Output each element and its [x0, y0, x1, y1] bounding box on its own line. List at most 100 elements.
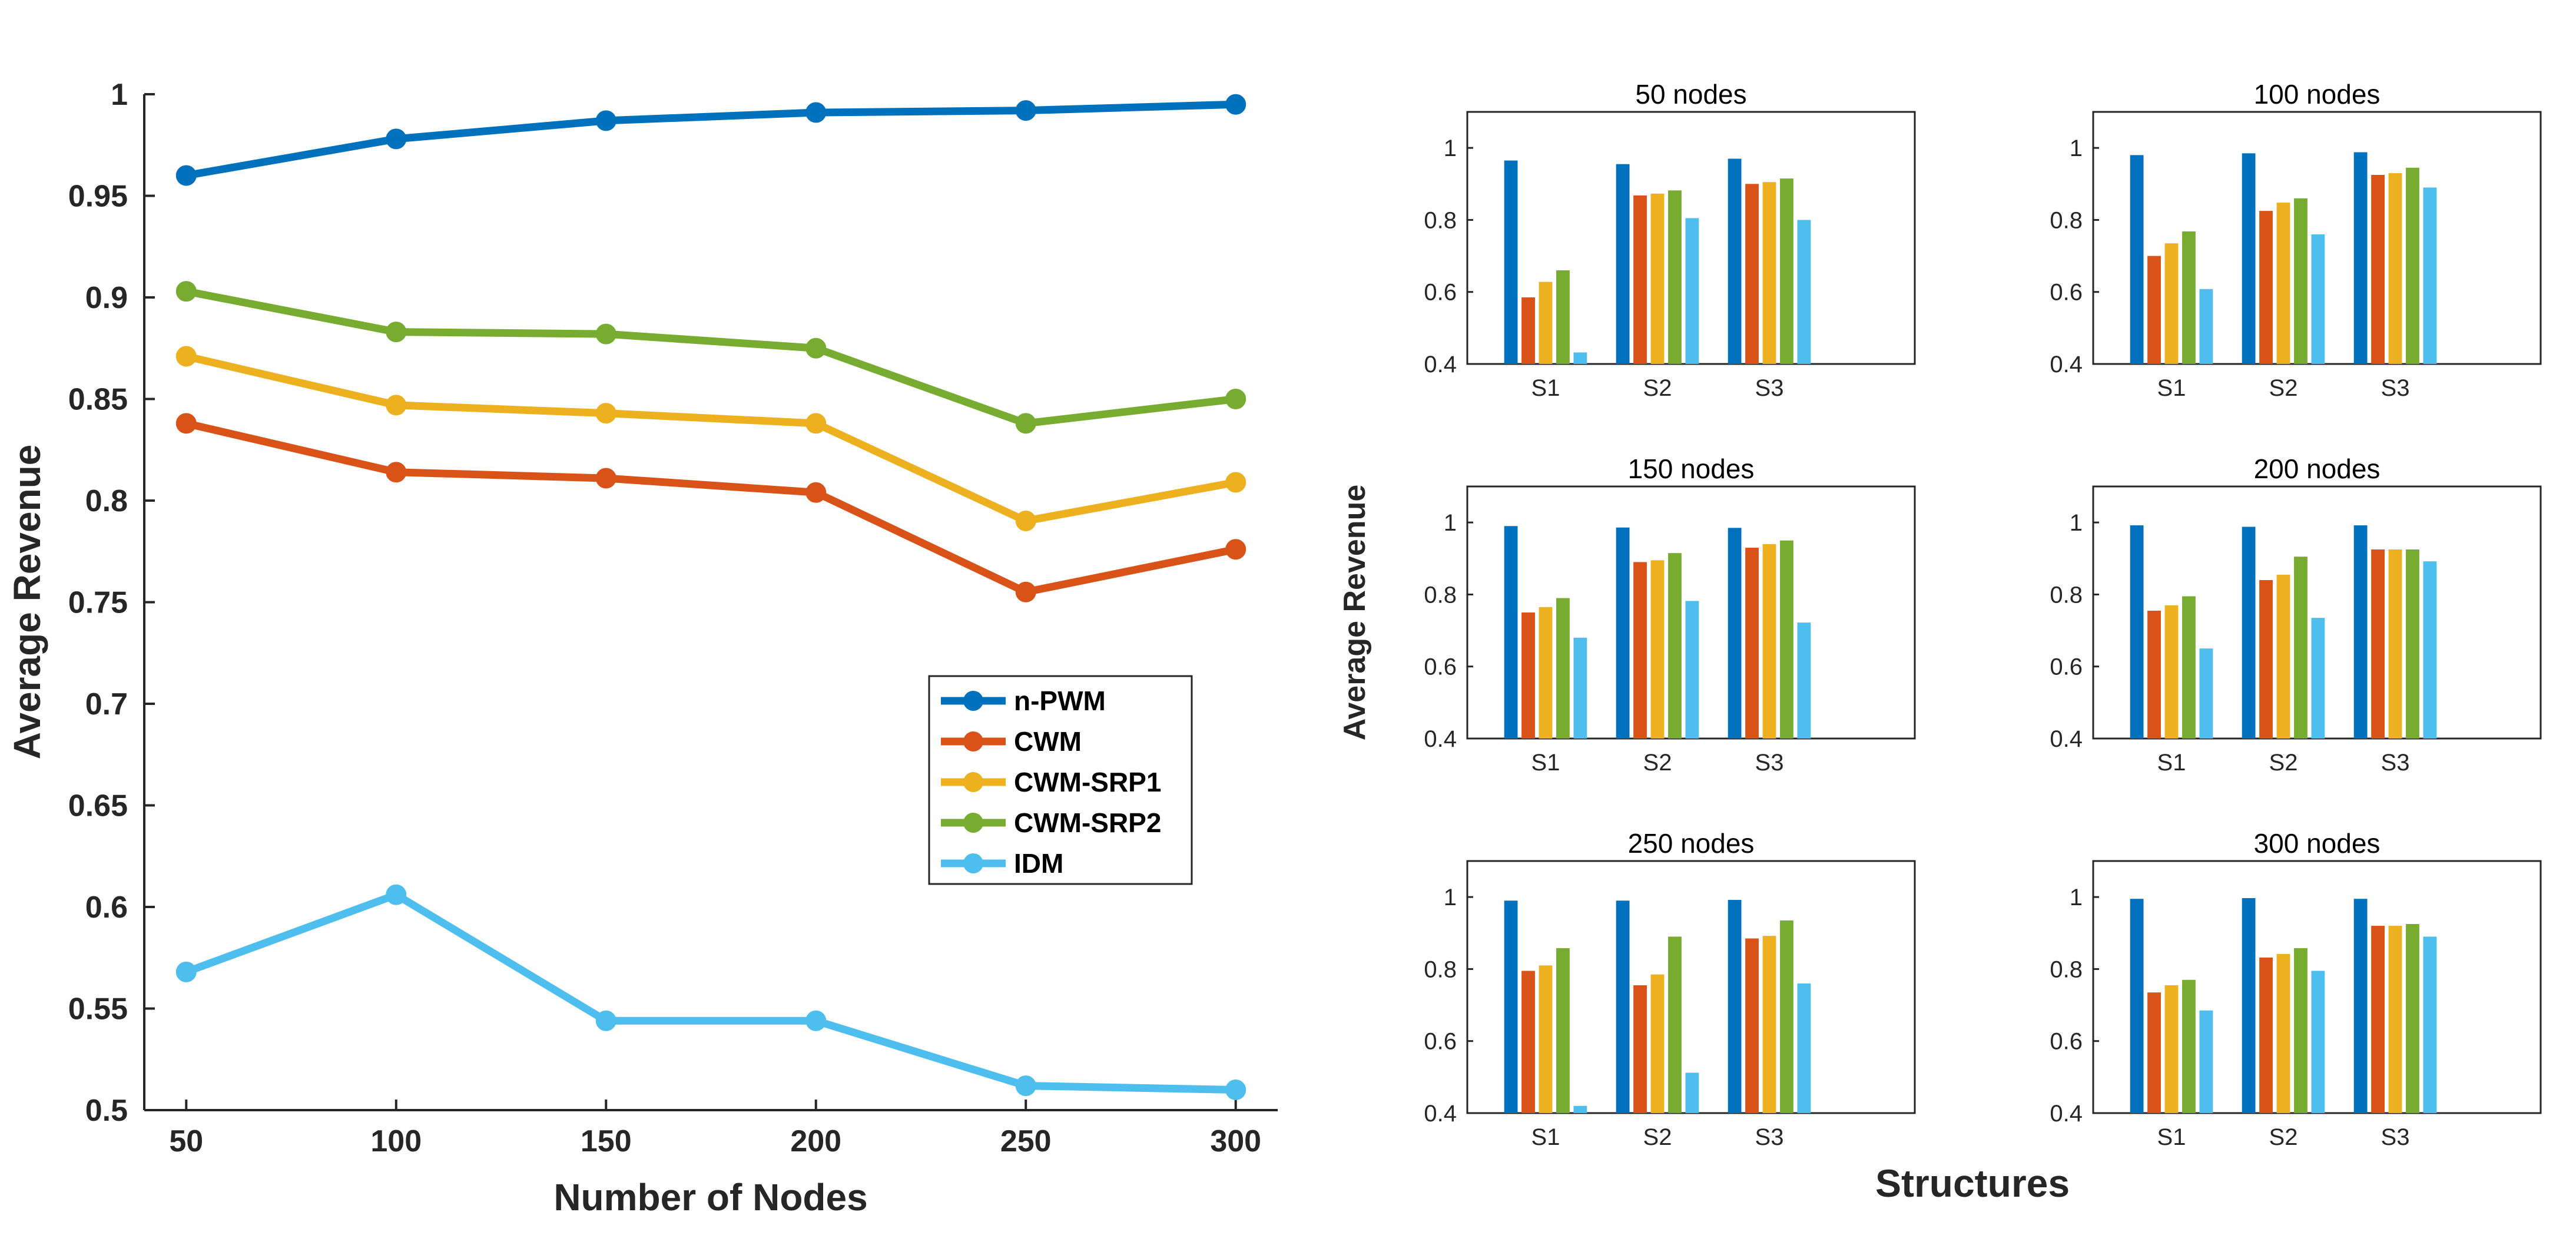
data-point-cwm: [175, 413, 197, 434]
bar-n-pwm: [2242, 898, 2256, 1113]
bar-idm: [2423, 561, 2437, 739]
bar-idm: [1685, 601, 1699, 739]
bar-y-tick-label: 0.6: [2050, 654, 2083, 680]
bar-cwm-srp2: [1780, 540, 1793, 739]
bar-cwm-srp2: [1668, 190, 1682, 364]
bar-cwm-srp1: [1539, 965, 1553, 1113]
bar-y-tick-label: 1: [1444, 885, 1457, 910]
y-tick-label: 0.55: [68, 992, 128, 1027]
bar-cwm: [2147, 610, 2161, 739]
bar-y-tick-label: 1: [1444, 135, 1457, 161]
series-line-cwm-srp2: [182, 287, 1240, 428]
bar-idm: [1573, 637, 1587, 739]
bar-n-pwm: [2353, 899, 2368, 1113]
y-tick-label: 1: [111, 78, 128, 112]
bar-idm: [2311, 971, 2325, 1113]
bar-y-tick-label: 0.4: [2050, 1101, 2083, 1127]
bar-chart-150-nodes: 150 nodes 0.4 0.6 0.8 1 S1 S2 S3: [1424, 453, 1916, 776]
bar-n-pwm: [1504, 900, 1518, 1113]
bar-y-tick-label: 0.8: [1424, 956, 1457, 982]
legend-marker-idm: [963, 853, 983, 873]
bar-x-tick-label: S1: [2157, 375, 2186, 401]
bar-idm: [1685, 218, 1699, 364]
bar-cwm: [2259, 957, 2273, 1113]
bar-idm: [2423, 936, 2437, 1113]
data-point-n-pwm: [1015, 100, 1036, 121]
bar-cwm: [1745, 547, 1759, 739]
bar-cwm-srp1: [1539, 607, 1553, 739]
bar-idm: [2311, 618, 2325, 739]
legend-marker-cwm-srp1: [963, 772, 983, 792]
bar-chart-200-nodes: 200 nodes 0.4 0.6 0.8 1 S1 S2 S3: [2050, 453, 2542, 776]
y-tick-label: 0.75: [68, 586, 128, 620]
bar-n-pwm: [1616, 527, 1630, 739]
data-point-cwm-srp1: [595, 403, 616, 424]
bar-y-tick-label: 0.4: [1424, 352, 1457, 378]
bar-idm: [2199, 648, 2213, 739]
legend-label-n-pwm: n-PWM: [1014, 686, 1106, 716]
data-point-cwm-srp2: [595, 323, 616, 345]
bar-idm: [1797, 622, 1811, 739]
bar-cwm-srp1: [1650, 974, 1665, 1113]
data-point-cwm-srp1: [805, 413, 827, 434]
x-tick-label: 300: [1210, 1124, 1261, 1158]
line-chart-series: [175, 94, 1246, 1100]
bar-n-pwm: [2242, 527, 2256, 739]
bar-cwm-srp1: [2276, 203, 2290, 364]
bar-cwm-srp2: [2294, 198, 2308, 364]
bar-chart-grid: 50 nodes 0.4 0.6 0.8 1 S1 S2 S3 100 nodes 0.4 0.6 0…: [1424, 79, 2542, 1150]
bar-chart-title: 300 nodes: [2254, 828, 2381, 859]
bar-cwm-srp1: [1762, 544, 1776, 739]
bar-y-tick-label: 0.6: [1424, 1029, 1457, 1055]
bar-x-tick-label: S2: [1643, 750, 1672, 776]
bar-x-tick-label: S3: [2381, 1124, 2410, 1150]
bar-cwm: [1521, 297, 1535, 364]
bar-cwm-srp1: [2164, 243, 2179, 364]
x-tick-label: 200: [790, 1124, 841, 1158]
bar-cwm-srp1: [1650, 560, 1665, 739]
data-point-n-pwm: [595, 110, 616, 131]
bar-cwm-srp1: [1762, 182, 1776, 364]
bar-y-tick-label: 1: [2070, 135, 2083, 161]
bar-cwm-srp2: [2182, 596, 2196, 739]
bar-n-pwm: [1728, 158, 1742, 364]
data-point-idm: [805, 1010, 827, 1031]
bar-cwm-srp2: [2406, 167, 2419, 364]
legend: n-PWM CWM CWM-SRP1 CWM-SRP2 IDM: [928, 675, 1193, 885]
series-line-cwm-srp1: [182, 352, 1240, 525]
bar-y-tick-label: 1: [2070, 510, 2083, 536]
data-point-idm: [595, 1010, 616, 1031]
bar-y-tick-label: 0.8: [2050, 956, 2083, 982]
y-tick-label: 0.8: [85, 484, 128, 518]
y-tick-label: 0.6: [85, 890, 128, 925]
bar-cwm-srp2: [1780, 920, 1793, 1113]
bar-cwm: [2147, 256, 2161, 364]
bar-n-pwm: [2353, 525, 2368, 739]
data-point-idm: [175, 961, 197, 982]
bar-cwm-srp2: [1780, 178, 1793, 364]
data-point-cwm-srp1: [386, 395, 407, 416]
bar-chart-title: 250 nodes: [1628, 828, 1755, 859]
bar-x-tick-label: S1: [1531, 750, 1560, 776]
bar-y-tick-label: 1: [2070, 885, 2083, 910]
series-line-idm: [182, 890, 1240, 1094]
bar-cwm-srp2: [2182, 979, 2196, 1113]
data-point-n-pwm: [1225, 94, 1246, 115]
bar-y-tick-label: 0.4: [1424, 726, 1457, 752]
bar-cwm: [1745, 184, 1759, 364]
bar-x-tick-label: S3: [1755, 375, 1784, 401]
bar-idm: [2311, 234, 2325, 364]
bar-n-pwm: [2242, 153, 2256, 364]
bar-grid-x-label: Structures: [1875, 1161, 2070, 1205]
data-point-cwm-srp2: [1015, 413, 1036, 434]
bar-cwm-srp1: [2164, 985, 2179, 1113]
data-point-n-pwm: [175, 165, 197, 186]
bar-y-tick-label: 1: [1444, 510, 1457, 536]
x-tick-label: 50: [169, 1124, 203, 1158]
bar-x-tick-label: S2: [2269, 1124, 2298, 1150]
bar-cwm-srp1: [1762, 936, 1776, 1113]
bar-cwm: [2371, 926, 2385, 1113]
bar-x-tick-label: S3: [2381, 375, 2410, 401]
bar-y-tick-label: 0.8: [1424, 582, 1457, 608]
